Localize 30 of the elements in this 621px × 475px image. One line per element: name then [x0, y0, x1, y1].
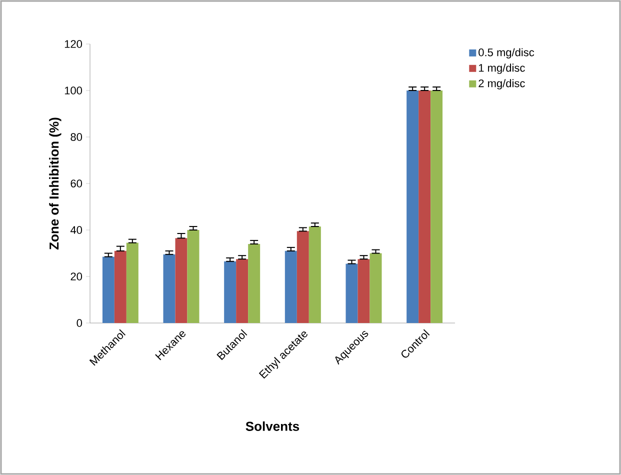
bar	[430, 90, 443, 323]
bar	[248, 244, 260, 323]
y-tick-label: 40	[70, 226, 82, 234]
y-tick-label: 80	[70, 133, 82, 141]
y-tick-label: 20	[70, 272, 82, 280]
bar	[236, 259, 248, 323]
legend-label: 2 mg/disc	[478, 79, 525, 90]
bar	[358, 259, 370, 323]
bar	[406, 90, 419, 323]
bar	[370, 253, 382, 323]
bar	[187, 230, 200, 323]
bar	[126, 242, 138, 323]
y-tick-label: 100	[64, 86, 82, 94]
bar	[102, 256, 114, 323]
y-tick-label: 120	[64, 40, 82, 48]
bar	[163, 254, 176, 323]
legend-label: 0.5 mg/disc	[478, 48, 534, 58]
y-tick-label: 0	[76, 319, 82, 327]
y-tick-label: 60	[70, 180, 82, 188]
x-axis-title: Solvents	[246, 421, 300, 431]
y-axis-title: Zone of Inhibition (%)	[49, 118, 62, 250]
bar	[308, 226, 321, 323]
bar	[296, 231, 309, 323]
legend-label: 1 mg/disc	[478, 64, 525, 74]
bar	[114, 250, 126, 323]
bar	[175, 238, 188, 323]
bar	[418, 90, 431, 323]
bar	[346, 264, 358, 323]
bar	[224, 261, 236, 323]
bar	[284, 250, 297, 323]
